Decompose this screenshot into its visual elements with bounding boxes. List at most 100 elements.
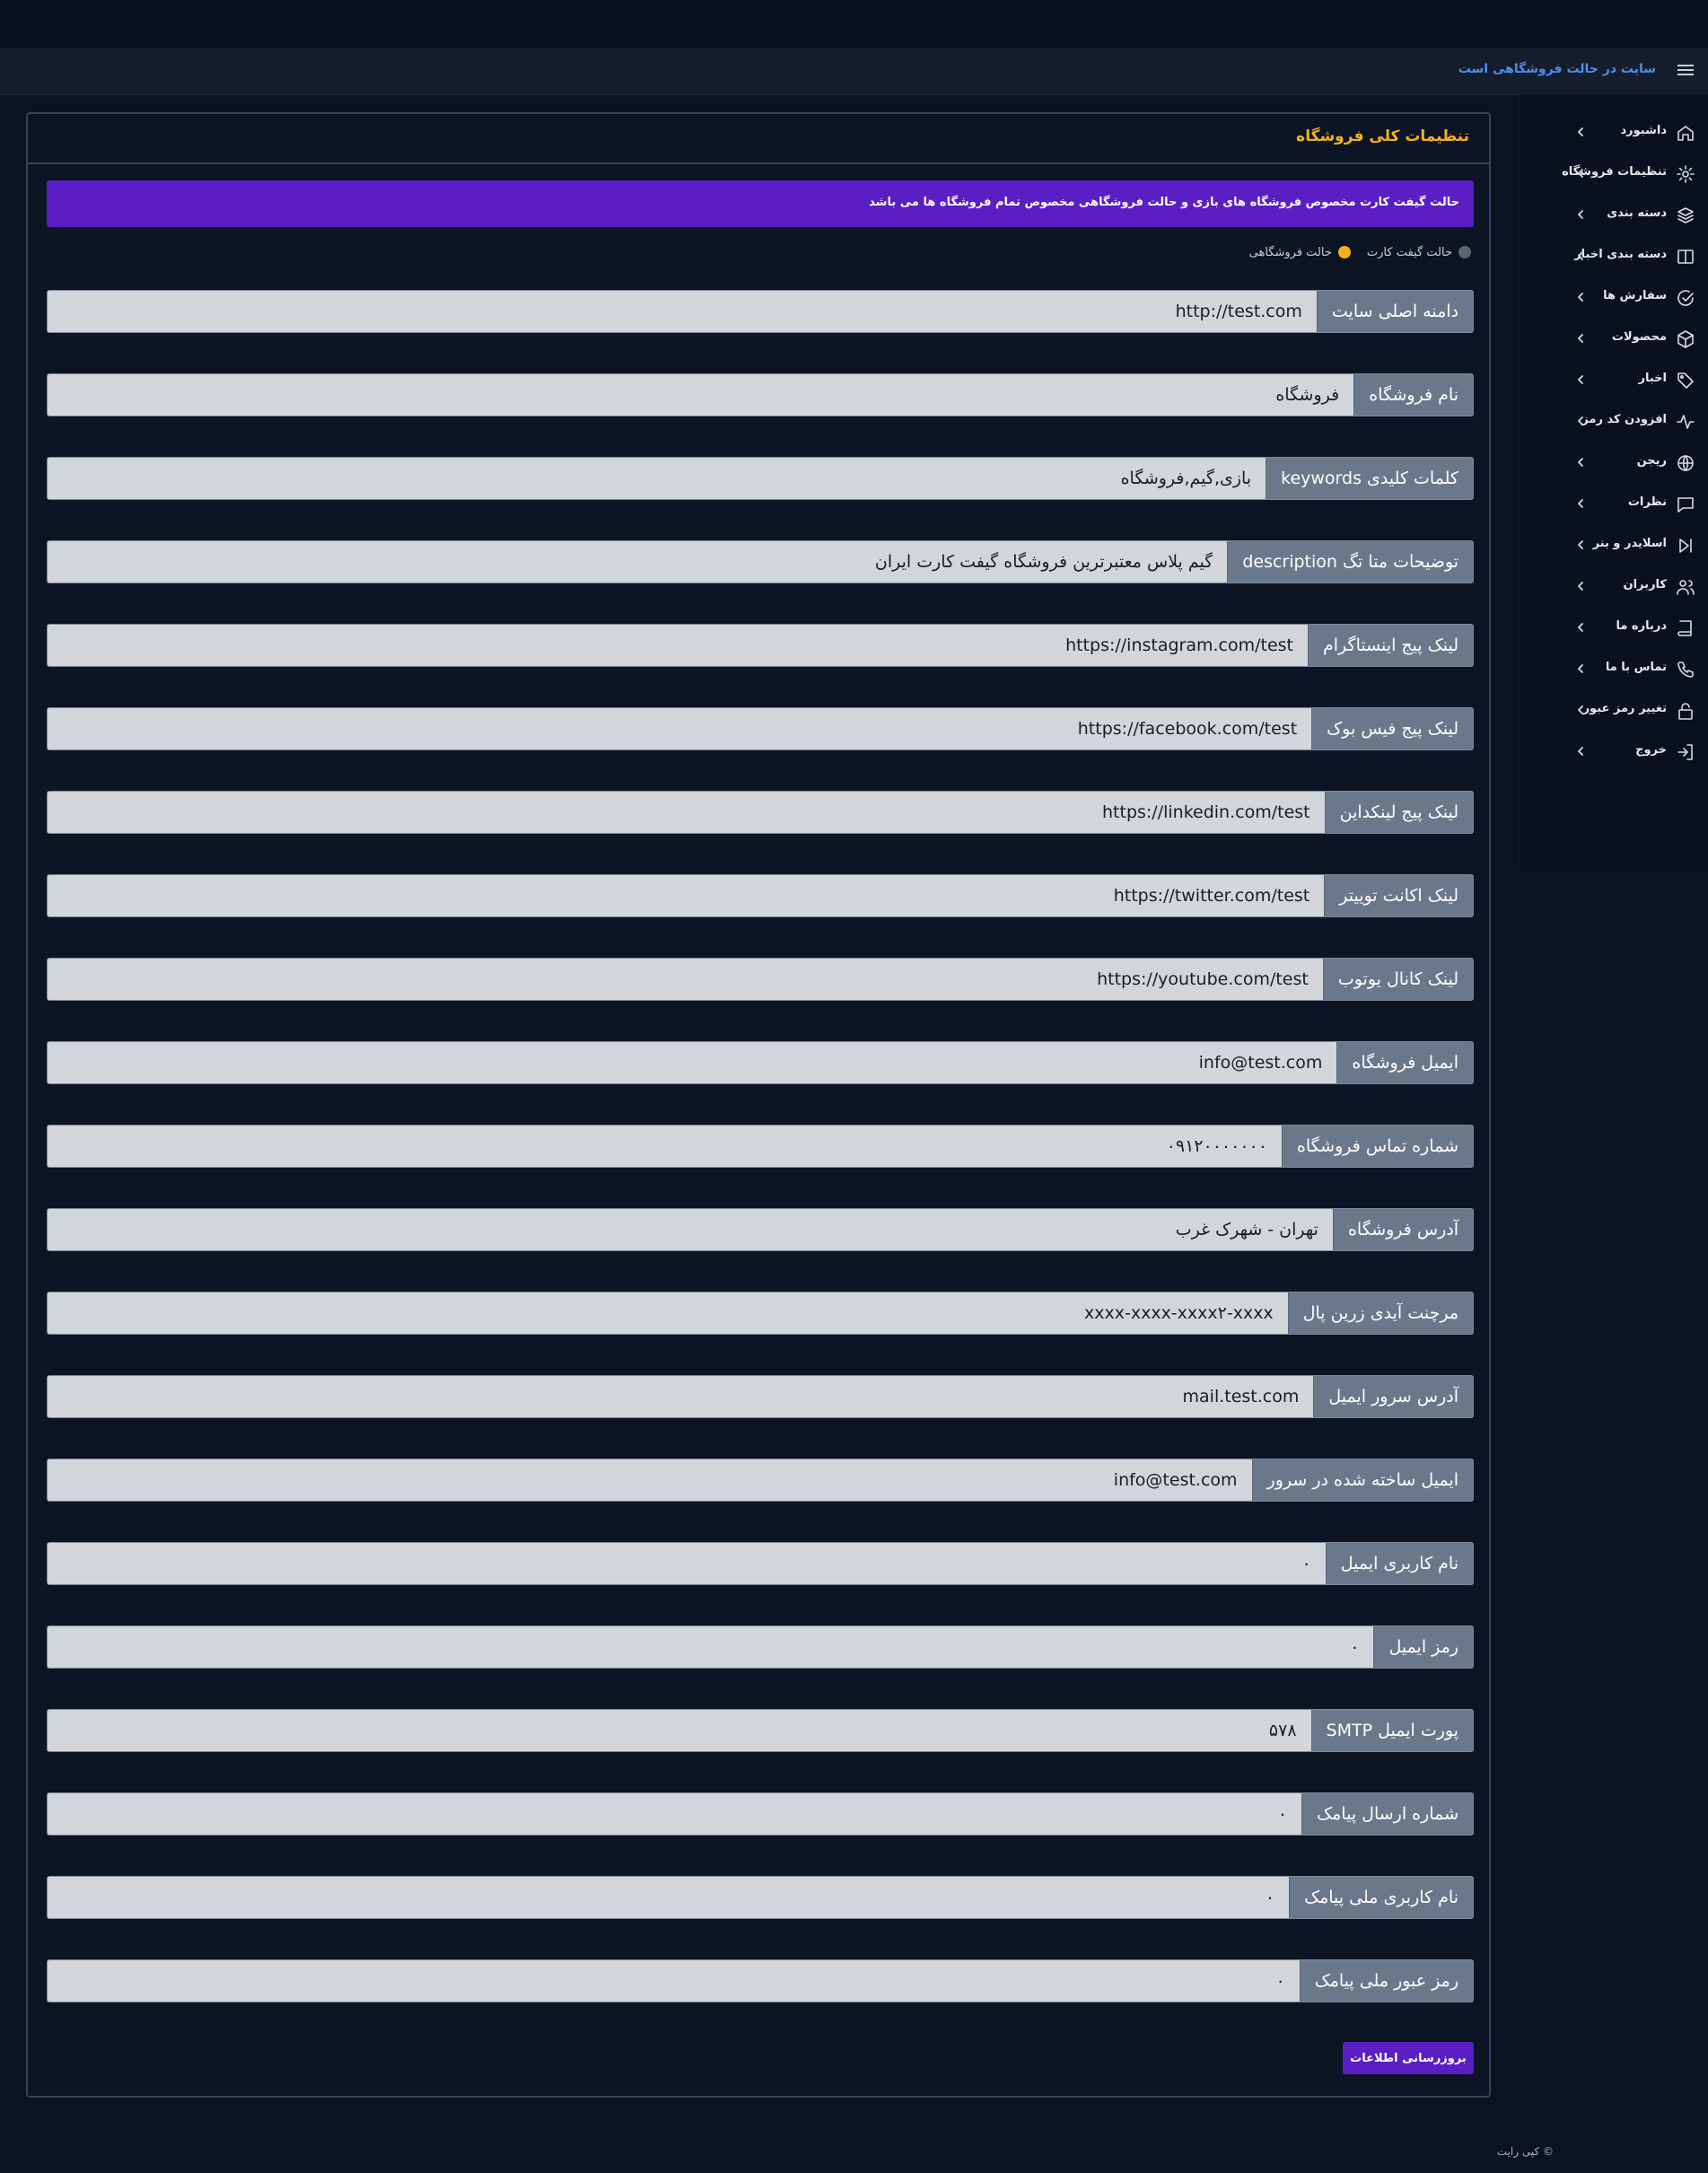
chevron-left-icon — [1573, 125, 1588, 139]
field-input[interactable] — [48, 1292, 1288, 1334]
sidebar-item-15[interactable]: خروج — [1520, 732, 1708, 773]
sidebar-item-4[interactable]: سفارش ها — [1520, 277, 1708, 319]
check-circle-icon — [1676, 288, 1695, 308]
field-input[interactable] — [48, 1960, 1300, 2002]
sidebar-item-0[interactable]: داشبورد — [1520, 112, 1708, 153]
field-input[interactable] — [48, 1126, 1282, 1167]
radio-giftcard-mode[interactable]: حالت گیفت کارت — [1358, 246, 1471, 259]
hamburger-icon[interactable] — [1676, 62, 1695, 80]
radio-store-label: حالت فروشگاهی — [1248, 245, 1332, 259]
field-input[interactable] — [48, 625, 1309, 666]
sidebar-item-label: دسته بندی — [1607, 206, 1667, 220]
field-label: لینک پیج فیس بوک — [1311, 708, 1473, 749]
form-field-0: دامنه اصلی سایت — [47, 290, 1474, 333]
users-icon — [1676, 577, 1695, 597]
field-label: دامنه اصلی سایت — [1316, 291, 1473, 332]
sidebar-item-14[interactable]: تغییر رمز عبور — [1520, 690, 1708, 732]
form-field-1: نام فروشگاه — [47, 373, 1474, 416]
globe-icon — [1676, 453, 1695, 473]
phone-icon — [1676, 660, 1695, 679]
sidebar-item-7[interactable]: افزودن کد رمز — [1520, 401, 1708, 442]
field-input[interactable] — [48, 541, 1228, 583]
top-strip — [0, 0, 1708, 48]
chevron-left-icon — [1573, 166, 1588, 180]
sidebar-item-9[interactable]: نظرات — [1520, 484, 1708, 525]
info-alert: حالت گیفت کارت مخصوص فروشگاه های بازی و … — [47, 180, 1474, 227]
field-input[interactable] — [48, 374, 1354, 416]
field-label: لینک اکانت توییتر — [1324, 875, 1473, 916]
form-field-3: توضیحات متا تگ description — [47, 540, 1474, 583]
top-bar: سایت در حالت فروشگاهی است — [0, 48, 1708, 95]
sidebar-item-2[interactable]: دسته بندی — [1520, 195, 1708, 236]
sidebar-item-11[interactable]: کاربران — [1520, 566, 1708, 608]
form-field-8: لینک کانال یوتوب — [47, 958, 1474, 1001]
sidebar-item-label: ریجن — [1636, 454, 1667, 468]
form-field-12: مرچنت آیدی زرین پال — [47, 1292, 1474, 1335]
activity-icon — [1676, 412, 1695, 432]
field-label: ایمیل ساخته شده در سرور — [1251, 1459, 1473, 1501]
field-input[interactable] — [48, 875, 1325, 916]
field-input[interactable] — [48, 792, 1325, 833]
logout-icon — [1676, 742, 1695, 762]
chevron-left-icon — [1573, 290, 1588, 304]
sidebar-item-6[interactable]: اخبار — [1520, 360, 1708, 401]
form-field-6: لینک پیج لینکداین — [47, 791, 1474, 834]
sidebar-item-label: سفارش ها — [1603, 289, 1667, 302]
sidebar-item-12[interactable]: درباره ما — [1520, 608, 1708, 649]
chevron-left-icon — [1573, 620, 1588, 635]
chevron-left-icon — [1573, 703, 1588, 717]
sidebar-item-label: محصولات — [1611, 330, 1667, 344]
field-input[interactable] — [48, 1626, 1374, 1668]
sidebar-item-label: داشبورد — [1620, 124, 1667, 137]
mode-radio-group: حالت گیفت کارت حالت فروشگاهی — [1240, 242, 1471, 262]
field-input[interactable] — [48, 1543, 1326, 1584]
chevron-left-icon — [1573, 207, 1588, 222]
sidebar-item-3[interactable]: دسته بندی اخبار — [1520, 236, 1708, 277]
field-label: لینک پیج اینستاگرام — [1308, 625, 1473, 666]
form-field-2: کلمات کلیدی keywords — [47, 457, 1474, 500]
field-input[interactable] — [48, 458, 1266, 499]
radio-giftcard-dot[interactable] — [1458, 246, 1471, 258]
radio-store-mode[interactable]: حالت فروشگاهی — [1240, 246, 1351, 259]
sidebar-item-label: خروج — [1635, 743, 1667, 757]
update-info-button[interactable]: بروزرسانی اطلاعات — [1343, 2042, 1474, 2074]
form-field-20: رمز عبور ملی پیامک — [47, 1959, 1474, 2002]
form-field-18: شماره ارسال پیامک — [47, 1792, 1474, 1836]
sidebar-item-5[interactable]: محصولات — [1520, 319, 1708, 360]
field-label: کلمات کلیدی keywords — [1266, 458, 1473, 499]
field-label: نام فروشگاه — [1353, 374, 1473, 416]
radio-store-dot[interactable] — [1337, 246, 1351, 258]
field-label: آدرس فروشگاه — [1332, 1209, 1473, 1250]
form-field-4: لینک پیج اینستاگرام — [47, 624, 1474, 667]
chevron-left-icon — [1573, 414, 1588, 428]
form-field-15: نام کاربری ایمیل — [47, 1542, 1474, 1585]
field-label: شماره ارسال پیامک — [1301, 1793, 1473, 1835]
chevron-left-icon — [1573, 496, 1588, 511]
field-label: رمز عبور ملی پیامک — [1299, 1960, 1473, 2002]
field-input[interactable] — [48, 708, 1312, 749]
tag-icon — [1676, 371, 1695, 390]
sidebar-item-1[interactable]: تنظیمات فروشگاه — [1520, 153, 1708, 195]
field-label: نام کاربری ایمیل — [1325, 1543, 1473, 1584]
field-input[interactable] — [48, 1459, 1252, 1501]
field-input[interactable] — [48, 1209, 1333, 1250]
sidebar-item-8[interactable]: ریجن — [1520, 442, 1708, 484]
form-field-17: پورت ایمیل SMTP — [47, 1709, 1474, 1752]
chevron-left-icon — [1573, 455, 1588, 469]
radio-giftcard-label: حالت گیفت کارت — [1366, 245, 1452, 259]
store-settings-panel: تنظیمات کلی فروشگاه حالت گیفت کارت مخصوص… — [26, 112, 1491, 2098]
field-input[interactable] — [48, 1793, 1302, 1835]
sidebar-item-label: تماس با ما — [1605, 661, 1667, 674]
field-input[interactable] — [48, 1042, 1337, 1083]
sidebar-item-13[interactable]: تماس با ما — [1520, 649, 1708, 690]
lock-icon — [1676, 701, 1695, 721]
form-field-9: ایمیل فروشگاه — [47, 1041, 1474, 1084]
field-input[interactable] — [48, 1877, 1290, 1918]
field-input[interactable] — [48, 959, 1323, 1000]
form-field-5: لینک پیج فیس بوک — [47, 707, 1474, 750]
sidebar-item-10[interactable]: اسلایدر و بنر — [1520, 525, 1708, 566]
field-input[interactable] — [48, 291, 1317, 332]
field-input[interactable] — [48, 1710, 1311, 1751]
sidebar-item-label: تنظیمات فروشگاه — [1562, 165, 1667, 179]
field-input[interactable] — [48, 1376, 1314, 1417]
